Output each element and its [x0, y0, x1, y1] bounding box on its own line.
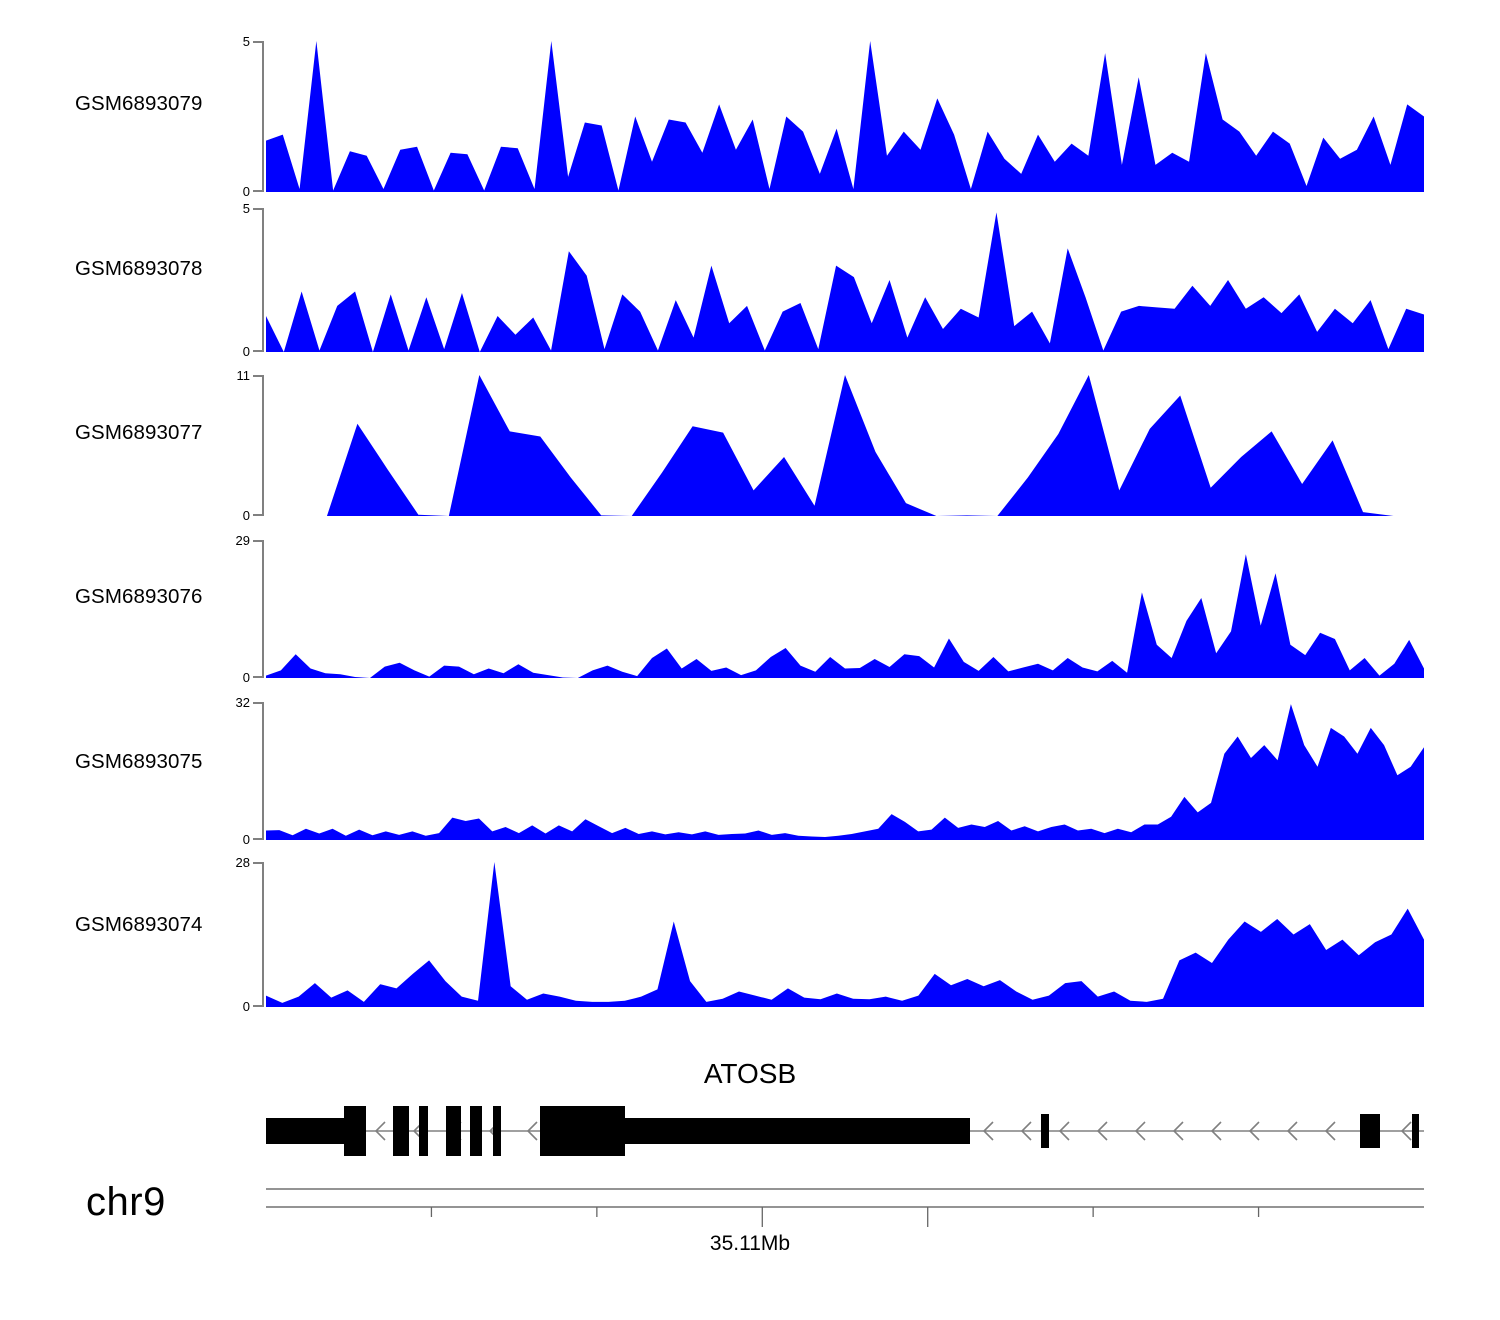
genome-axis-svg	[266, 1188, 1424, 1227]
strand-arrow-icon	[1324, 1121, 1336, 1141]
strand-arrow-icon	[526, 1121, 538, 1141]
strand-arrow-icon	[1248, 1121, 1260, 1141]
gene-structure-svg	[266, 1106, 1424, 1156]
strand-arrow-icon	[1210, 1121, 1222, 1141]
strand-arrow-icon	[1400, 1121, 1412, 1141]
track-y-axis: 29 0	[236, 534, 266, 684]
y-axis-min-label: 0	[242, 999, 250, 1014]
exon-block	[419, 1106, 428, 1156]
y-axis-tick	[253, 838, 264, 840]
y-axis-tick	[253, 1005, 264, 1007]
coverage-polygon	[266, 862, 1424, 1007]
track-sample-label: GSM6893077	[75, 421, 203, 444]
utr-block	[266, 1118, 344, 1144]
y-axis-min-label: 0	[242, 508, 250, 523]
y-axis-min-label: 0	[242, 184, 250, 199]
y-axis-line	[262, 862, 264, 1007]
track-sample-label: GSM6893074	[75, 913, 203, 936]
y-axis-line	[262, 702, 264, 840]
coverage-area-plot	[266, 554, 1424, 678]
y-axis-line	[262, 208, 264, 352]
gene-model-track: ATOSB	[0, 1050, 1500, 1190]
y-axis-tick	[253, 514, 264, 516]
y-axis-tick	[253, 375, 264, 377]
exon-block	[393, 1106, 409, 1156]
y-axis-max-label: 28	[235, 855, 250, 870]
strand-arrow-icon	[982, 1121, 994, 1141]
exon-block	[1360, 1114, 1380, 1148]
coverage-area-plot	[266, 862, 1424, 1007]
exon-block	[1412, 1114, 1419, 1148]
coverage-polygon	[266, 704, 1424, 840]
track-y-axis: 11 0	[237, 369, 266, 522]
strand-arrow-icon	[1134, 1121, 1146, 1141]
strand-arrow-icon	[1172, 1121, 1184, 1141]
genome-coordinate-label: 35.11Mb	[709, 1232, 791, 1255]
y-axis-tick	[253, 190, 264, 192]
exon-block	[446, 1106, 461, 1156]
track-y-axis: 32 0	[236, 696, 266, 846]
y-axis-max-label: 5	[242, 34, 250, 49]
strand-arrow-icon	[374, 1121, 386, 1141]
exon-block	[1041, 1114, 1049, 1148]
chromosome-label: chr9	[86, 1180, 166, 1224]
coverage-polygon	[266, 375, 1424, 516]
track-sample-label: GSM6893079	[75, 92, 203, 115]
y-axis-max-label: 32	[235, 695, 250, 710]
coverage-area-plot	[266, 704, 1424, 840]
y-axis-tick	[253, 208, 264, 210]
strand-arrow-icon	[1020, 1121, 1032, 1141]
y-axis-line	[262, 540, 264, 678]
y-axis-line	[262, 41, 264, 192]
y-axis-tick	[253, 862, 264, 864]
track-y-axis: 28 0	[236, 856, 266, 1013]
coverage-polygon	[266, 41, 1424, 192]
y-axis-tick	[253, 702, 264, 704]
strand-arrow-icon	[1096, 1121, 1108, 1141]
y-axis-max-label: 11	[236, 368, 251, 383]
y-axis-tick	[253, 350, 264, 352]
coverage-polygon	[266, 554, 1424, 678]
coverage-polygon	[266, 212, 1424, 352]
exon-block	[540, 1106, 625, 1156]
track-sample-label: GSM6893075	[75, 750, 203, 773]
utr-block	[625, 1118, 970, 1144]
y-axis-min-label: 0	[242, 670, 250, 685]
exon-block	[470, 1106, 482, 1156]
y-axis-tick	[253, 41, 264, 43]
coverage-area-plot	[266, 41, 1424, 192]
coverage-area-plot	[266, 212, 1424, 352]
strand-arrow-icon	[1286, 1121, 1298, 1141]
y-axis-tick	[253, 540, 264, 542]
coverage-area-plot	[266, 375, 1424, 516]
exon-block	[344, 1106, 366, 1156]
y-axis-tick	[253, 676, 264, 678]
gene-name-label: ATOSB	[703, 1058, 797, 1089]
y-axis-max-label: 29	[235, 533, 250, 548]
y-axis-line	[262, 375, 264, 516]
y-axis-max-label: 5	[242, 201, 250, 216]
y-axis-min-label: 0	[242, 344, 250, 359]
y-axis-min-label: 0	[242, 832, 250, 847]
exon-block	[493, 1106, 501, 1156]
strand-arrow-icon	[1058, 1121, 1070, 1141]
track-sample-label: GSM6893076	[75, 585, 203, 608]
track-sample-label: GSM6893078	[75, 257, 203, 280]
